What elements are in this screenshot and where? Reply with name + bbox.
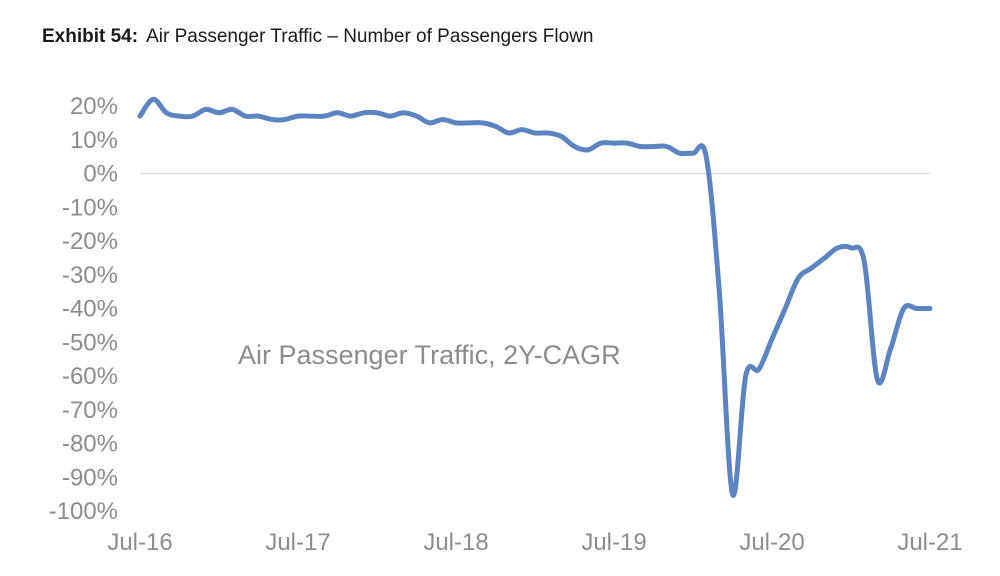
series-line (137, 96, 933, 498)
x-tick-label: Jul-20 (739, 529, 804, 556)
y-tick-label: -70% (62, 397, 118, 424)
exhibit-label: Exhibit 54: (42, 26, 139, 47)
x-tick-labels: Jul-16 Jul-17 Jul-18 Jul-19 Jul-20 Jul-21 (107, 529, 962, 556)
y-tick-label: 20% (70, 93, 118, 120)
x-tick-label: Jul-17 (265, 529, 330, 556)
y-tick-label: -20% (62, 228, 118, 255)
y-tick-label: -40% (62, 296, 118, 323)
y-tick-label: -90% (62, 464, 118, 491)
chart-annotation: Air Passenger Traffic, 2Y-CAGR (238, 340, 621, 370)
y-tick-label: 10% (70, 127, 118, 154)
y-tick-label: -30% (62, 262, 118, 289)
exhibit-heading: Air Passenger Traffic – Number of Passen… (146, 26, 594, 47)
y-tick-label: -80% (62, 431, 118, 458)
x-tick-label: Jul-18 (423, 529, 488, 556)
y-tick-label: -50% (62, 329, 118, 356)
y-tick-label: -100% (49, 498, 118, 525)
y-tick-labels: 20% 10% 0% -10% -20% -30% -40% -50% -60% -70% -80%… (49, 93, 118, 525)
y-tick-label: -10% (62, 194, 118, 221)
x-tick-label: Jul-19 (581, 529, 646, 556)
x-tick-label: Jul-21 (897, 529, 962, 556)
x-tick-label: Jul-16 (107, 529, 172, 556)
y-tick-label: 0% (83, 161, 118, 188)
y-tick-label: -60% (62, 363, 118, 390)
exhibit-title: Exhibit 54: Air Passenger Traffic – Numbe… (42, 26, 593, 48)
